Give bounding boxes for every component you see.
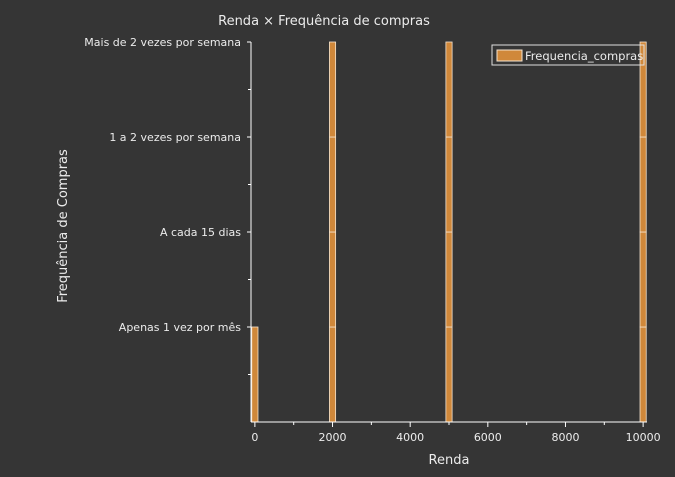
y-tick-label: A cada 15 dias	[160, 226, 241, 239]
x-tick-label: 10000	[626, 431, 661, 444]
bar-2000-segment-3	[329, 136, 337, 233]
x-tick-label: 8000	[551, 431, 579, 444]
bar-2000-segment-1	[329, 326, 337, 423]
x-axis-label: Renda	[429, 453, 470, 468]
bar-2000-segment-2	[329, 231, 337, 328]
bar-5000-segment-3	[445, 136, 453, 233]
bar-10000-segment-4	[639, 41, 647, 138]
bar-2000-segment-4	[329, 41, 337, 138]
bar-0-segment-1	[251, 326, 259, 423]
legend: Frequencia_compras	[491, 44, 645, 66]
legend-label: Frequencia_compras	[525, 49, 643, 63]
x-tick-label: 6000	[474, 431, 502, 444]
y-tick-label: Mais de 2 vezes por semana	[84, 36, 241, 49]
x-axis-ticks: 0 2000 4000 6000 8000 10000	[251, 422, 661, 444]
bar-5000-segment-4	[445, 41, 453, 138]
bar-10000-segment-3	[639, 136, 647, 233]
bars-group	[251, 41, 647, 423]
x-tick-label: 0	[251, 431, 258, 444]
bar-5000-segment-1	[445, 326, 453, 423]
y-axis-label: Frequência de Compras	[56, 149, 71, 303]
bar-5000-segment-2	[445, 231, 453, 328]
legend-swatch	[496, 49, 523, 62]
x-tick-label: 2000	[319, 431, 347, 444]
legend-frame	[491, 44, 645, 66]
x-tick-label: 4000	[396, 431, 424, 444]
y-tick-label: 1 a 2 vezes por semana	[109, 131, 241, 144]
bar-10000-segment-1	[639, 326, 647, 423]
y-axis-ticks: Apenas 1 vez por mês A cada 15 dias 1 a 2 …	[84, 36, 251, 375]
bar-10000-segment-2	[639, 231, 647, 328]
chart-title: Renda × Frequência de compras	[218, 14, 430, 29]
y-tick-label: Apenas 1 vez por mês	[119, 321, 241, 334]
